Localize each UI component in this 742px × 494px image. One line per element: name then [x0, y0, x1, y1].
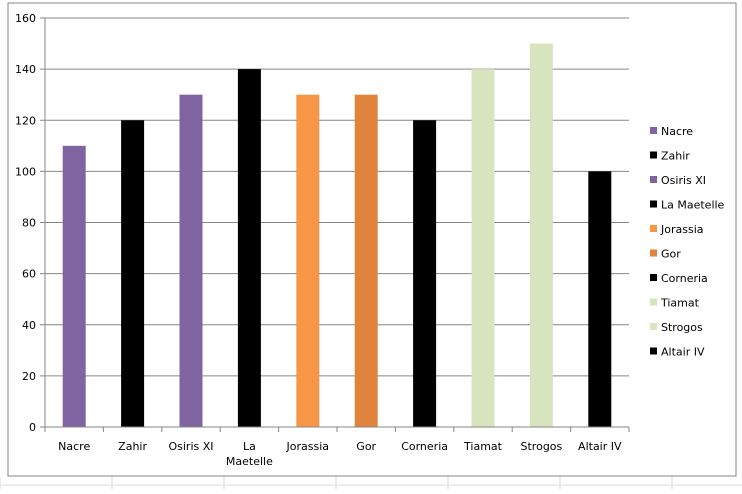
legend-swatch [650, 200, 657, 208]
legend-item: Nacre [650, 125, 693, 138]
legend-swatch [650, 225, 657, 232]
bar [62, 145, 86, 427]
legend-label: Osiris XI [661, 174, 706, 187]
legend-swatch [650, 347, 657, 355]
y-tick-label: 60 [22, 268, 36, 281]
x-tick-label: Zahir [118, 440, 147, 453]
x-tick-label: Gor [356, 440, 376, 453]
bar [413, 120, 437, 427]
bar [354, 94, 378, 427]
legend: Nacre Zahir Osiris XI La Maetelle Jorassia Go… [650, 125, 725, 359]
y-tick-label: 20 [22, 370, 36, 383]
legend-label: Corneria [661, 272, 708, 285]
legend-swatch [650, 127, 657, 134]
legend-label: Jorassia [660, 223, 704, 236]
bars [62, 43, 612, 427]
legend-swatch [650, 274, 657, 281]
bar [588, 171, 612, 427]
legend-item: Osiris XI [650, 174, 706, 187]
y-tick-label: 120 [15, 114, 36, 127]
legend-item: Tiamat [650, 297, 700, 310]
bar [237, 69, 261, 427]
legend-item: La Maetelle [650, 199, 725, 212]
legend-swatch [650, 151, 657, 159]
legend-label: Nacre [661, 125, 693, 138]
legend-item: Jorassia [650, 223, 704, 236]
bar [471, 69, 495, 427]
y-tick-label: 140 [15, 63, 36, 76]
x-tick-label: Altair IV [578, 440, 622, 453]
x-tick-label: Strogos [521, 440, 563, 453]
legend-item: Altair IV [650, 346, 705, 359]
x-tick-label: Jorassia [286, 440, 330, 453]
bar [529, 43, 553, 427]
legend-item: Strogos [650, 321, 703, 334]
legend-label: Zahir [661, 150, 690, 163]
spreadsheet-grid [0, 476, 742, 489]
y-tick-label: 100 [15, 165, 36, 178]
x-tick-label: Osiris XI [168, 440, 213, 453]
x-tick-label: Nacre [58, 440, 90, 453]
y-tick-label: 0 [29, 421, 36, 434]
y-tick-label: 160 [15, 12, 36, 25]
x-tick-label: Corneria [401, 440, 448, 453]
bar [179, 94, 203, 427]
legend-label: Altair IV [661, 346, 705, 359]
legend-label: La Maetelle [661, 199, 725, 212]
bar [121, 120, 145, 427]
legend-label: Tiamat [660, 297, 700, 310]
y-tick-label: 40 [22, 319, 36, 332]
legend-swatch [650, 176, 657, 183]
legend-item: Gor [650, 248, 681, 261]
y-axis: 0 20 40 60 80 100 120 140 160 [15, 12, 46, 434]
x-tick-label: La Maetelle [226, 440, 273, 468]
legend-swatch [650, 249, 657, 257]
legend-item: Zahir [650, 150, 690, 163]
y-tick-label: 80 [22, 217, 36, 230]
legend-label: Strogos [661, 321, 703, 334]
x-tick-label: Tiamat [463, 440, 503, 453]
legend-label: Gor [661, 248, 681, 261]
bar [296, 94, 320, 427]
legend-item: Corneria [650, 272, 708, 285]
x-axis: Nacre Zahir Osiris XI La Maetelle Jorassia Gor… [44, 426, 630, 468]
legend-swatch [650, 323, 657, 330]
legend-swatch [650, 298, 657, 306]
